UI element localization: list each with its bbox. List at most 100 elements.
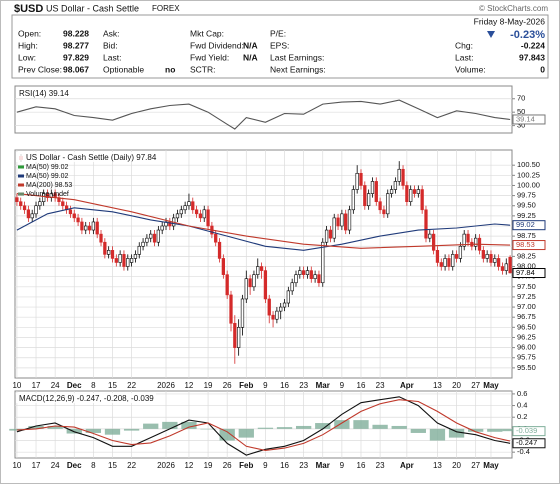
symbol: $USD xyxy=(14,3,43,15)
candle-body xyxy=(485,254,489,259)
x-tick-label: 12 xyxy=(184,381,193,390)
field-label: Next Earnings: xyxy=(270,64,326,74)
macd-histogram-bar xyxy=(468,428,484,432)
quote-date: Friday 8-May-2026 xyxy=(474,16,546,26)
candle-body xyxy=(233,322,237,348)
field-value: 97.829 xyxy=(63,52,89,62)
candle-body xyxy=(191,201,195,211)
candle-body xyxy=(175,213,180,219)
value-marker-label: 39.14 xyxy=(516,114,535,123)
field-value: 98.228 xyxy=(63,28,89,38)
x-tick-label: 15 xyxy=(108,461,117,470)
candle-body xyxy=(160,225,164,231)
x-tick-label: 17 xyxy=(32,381,41,390)
candle-body xyxy=(110,250,115,259)
candle-body xyxy=(370,181,375,194)
candle-body xyxy=(416,189,420,194)
candle-body xyxy=(409,189,413,202)
x-tick-label: 16 xyxy=(357,461,366,470)
x-tick-label: 24 xyxy=(51,461,60,470)
candle-body xyxy=(145,237,149,243)
x-tick-label: 22 xyxy=(127,381,136,390)
candle-body xyxy=(221,258,225,275)
field-label: Volume: xyxy=(455,64,486,74)
candle-body xyxy=(397,168,401,182)
candle-body xyxy=(229,294,233,324)
candle-body xyxy=(122,254,126,267)
x-tick-label: 15 xyxy=(108,381,117,390)
candle-body xyxy=(206,209,210,227)
candle-body xyxy=(72,213,76,219)
legend-swatch xyxy=(18,183,24,187)
candle-body xyxy=(183,205,187,211)
candle-body xyxy=(466,233,470,243)
field-label: EPS: xyxy=(270,40,289,50)
macd-histogram-bar xyxy=(353,420,369,429)
macd-histogram-bar xyxy=(448,428,465,438)
x-tick-label: 9 xyxy=(340,381,345,390)
field-value: N/A xyxy=(243,52,258,62)
legend-label: Volume undef xyxy=(26,191,69,198)
candle-body xyxy=(259,266,264,271)
candle-body xyxy=(454,254,459,259)
candle-body xyxy=(435,250,440,263)
y-tick-label: 100.00 xyxy=(517,180,540,189)
candle-body xyxy=(508,256,512,274)
x-tick-label: 9 xyxy=(263,381,268,390)
field-value: N/A xyxy=(243,40,258,50)
candle-body xyxy=(149,233,153,239)
x-tick-label: 16 xyxy=(357,381,366,390)
macd-line xyxy=(16,399,511,451)
y-tick-label: 96.75 xyxy=(517,312,536,321)
macd-histogram-bar xyxy=(487,428,503,432)
field-label: Mkt Cap: xyxy=(190,28,224,38)
candle-body xyxy=(282,302,287,308)
candle-body xyxy=(99,233,103,243)
x-tick-label: 9 xyxy=(340,461,345,470)
candle-body xyxy=(474,237,478,247)
value-marker-label: 97.84 xyxy=(516,268,535,277)
candle-body xyxy=(61,201,65,207)
y-tick-label: 97.50 xyxy=(517,282,536,291)
candle-body xyxy=(302,270,306,275)
candle-body xyxy=(363,185,367,207)
candle-body xyxy=(42,193,46,202)
candle-body xyxy=(336,217,340,227)
field-label: Low: xyxy=(18,52,36,62)
x-tick-label: 23 xyxy=(376,461,385,470)
candle-body xyxy=(198,213,203,219)
candle-body xyxy=(30,213,34,219)
candle-body xyxy=(286,290,290,304)
macd-histogram-bar xyxy=(28,425,44,429)
macd-histogram-bar xyxy=(391,425,407,429)
macd-histogram-bar xyxy=(47,425,63,429)
panel-title-bg xyxy=(16,393,156,403)
x-tick-label: 12 xyxy=(184,461,193,470)
x-tick-label: 19 xyxy=(204,461,213,470)
x-tick-label: 26 xyxy=(223,461,232,470)
rsi-line xyxy=(16,99,511,130)
candle-body xyxy=(420,189,424,211)
candle-body xyxy=(107,250,111,255)
macd-histogram-bar xyxy=(410,428,426,433)
candle-body xyxy=(412,189,417,194)
candle-body xyxy=(179,209,183,215)
value-marker xyxy=(512,426,546,437)
x-tick-label: May xyxy=(483,461,499,470)
candle-body xyxy=(15,197,19,202)
candle-body xyxy=(489,254,493,263)
y-tick-label: 96.00 xyxy=(517,343,536,352)
field-label: Last Earnings: xyxy=(270,52,324,62)
exchange: FOREX xyxy=(152,4,180,13)
macd-histogram-bar xyxy=(276,427,293,429)
candle-body xyxy=(129,258,134,263)
candle-body xyxy=(324,229,329,243)
candle-body xyxy=(493,258,497,263)
candle-body xyxy=(80,221,84,231)
value-marker xyxy=(512,438,546,449)
moving-average-line xyxy=(16,193,511,249)
candle-body xyxy=(87,225,92,231)
candle-body xyxy=(279,306,283,312)
candle-body xyxy=(202,209,206,219)
candle-body xyxy=(19,201,23,207)
